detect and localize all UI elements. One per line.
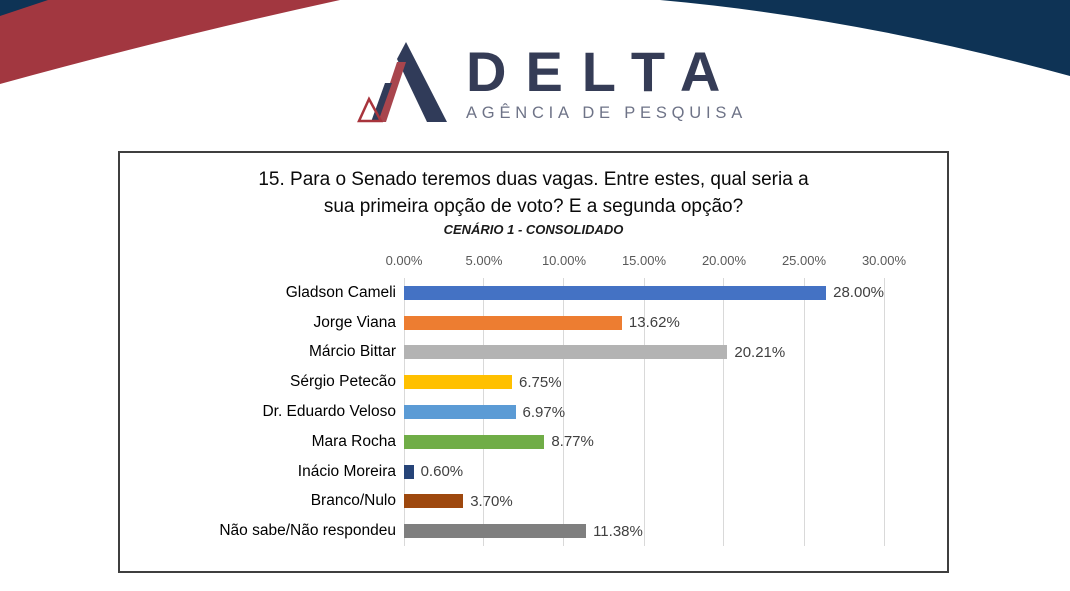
category-label: Dr. Eduardo Veloso <box>262 403 396 421</box>
bar-row: Inácio Moreira 0.60% <box>298 457 884 487</box>
bar-row: Mara Rocha 8.77% <box>312 427 884 457</box>
bar <box>404 375 512 390</box>
bar-row: Sérgio Petecão 6.75% <box>290 367 884 397</box>
bar <box>404 464 414 479</box>
bar <box>404 524 587 539</box>
x-axis-tick-label: 10.00% <box>541 253 587 268</box>
bar-row: Gladson Cameli 28.00% <box>286 278 884 308</box>
value-label: 13.62% <box>628 314 680 332</box>
value-label: 20.21% <box>734 343 786 361</box>
category-label: Gladson Cameli <box>285 283 396 301</box>
bar-row: Branco/Nulo 3.70% <box>311 486 884 516</box>
value-label: 11.38% <box>593 522 643 540</box>
bar-row: Dr. Eduardo Veloso 6.97% <box>262 397 884 427</box>
value-label: 6.97% <box>522 403 566 421</box>
category-label: Inácio Moreira <box>297 462 396 480</box>
chart-title: 15. Para o Senado teremos duas vagas. En… <box>120 166 947 220</box>
navy-corner-right-shape <box>660 0 1070 76</box>
x-axis-tick-label: 30.00% <box>861 253 907 268</box>
plot-area: Gladson Cameli 28.00% Jorge Viana 13.62%… <box>219 278 885 546</box>
category-label: Branco/Nulo <box>310 492 396 510</box>
chart-subtitle: CENÁRIO 1 - CONSOLIDADO <box>443 222 624 237</box>
gridline <box>563 278 565 546</box>
brand-name: DELTA <box>466 40 740 103</box>
chart-card: 15. Para o Senado teremos duas vagas. En… <box>118 151 949 573</box>
bar <box>404 434 545 449</box>
bar <box>404 405 516 420</box>
x-axis-tick-label: 5.00% <box>465 253 503 268</box>
x-axis-tick-label: 15.00% <box>621 253 667 268</box>
category-label: Márcio Bittar <box>309 343 396 361</box>
category-label: Não sabe/Não respondeu <box>219 522 396 540</box>
x-axis-tick-label: 0.00% <box>385 253 423 268</box>
bar-rows: Gladson Cameli 28.00% Jorge Viana 13.62%… <box>219 278 884 546</box>
bar <box>404 494 464 509</box>
category-label: Jorge Viana <box>313 313 396 331</box>
navy-corner-left-shape <box>0 0 48 16</box>
x-axis-tick-label: 20.00% <box>701 253 747 268</box>
logo: DELTA AGÊNCIA DE PESQUISA <box>356 42 747 124</box>
value-label: 28.00% <box>833 284 884 302</box>
value-label: 8.77% <box>551 433 594 451</box>
delta-triangle-icon <box>357 42 447 123</box>
category-label: Mara Rocha <box>311 432 396 450</box>
brand-tagline: AGÊNCIA DE PESQUISA <box>466 104 748 122</box>
value-label: 6.75% <box>519 373 562 391</box>
gridline <box>723 278 725 546</box>
x-axis-labels: 0.00% 5.00% 10.00% 15.00% 20.00% 25.00% 30.00% <box>386 253 906 269</box>
gridline <box>643 278 645 546</box>
gridline <box>883 278 885 546</box>
chart-title-line-2: sua primeira opção de voto? E a segunda … <box>323 196 744 217</box>
category-label: Sérgio Petecão <box>290 373 396 391</box>
bar-row: Márcio Bittar 20.21% <box>309 338 884 368</box>
bar <box>404 315 622 330</box>
red-swoosh-shape <box>0 0 340 84</box>
gridline <box>803 278 805 546</box>
logo-text: DELTA AGÊNCIA DE PESQUISA <box>466 42 747 124</box>
bar <box>404 345 728 360</box>
bar-row: Não sabe/Não respondeu 11.38% <box>219 516 884 546</box>
value-label: 3.70% <box>470 492 513 510</box>
header-decoration <box>0 0 1070 84</box>
chart-title-line-1: 15. Para o Senado teremos duas vagas. En… <box>258 169 809 190</box>
bar-row: Jorge Viana 13.62% <box>314 308 884 338</box>
value-label: 0.60% <box>420 463 464 481</box>
x-axis-tick-label: 25.00% <box>781 253 827 268</box>
bar <box>404 285 827 300</box>
